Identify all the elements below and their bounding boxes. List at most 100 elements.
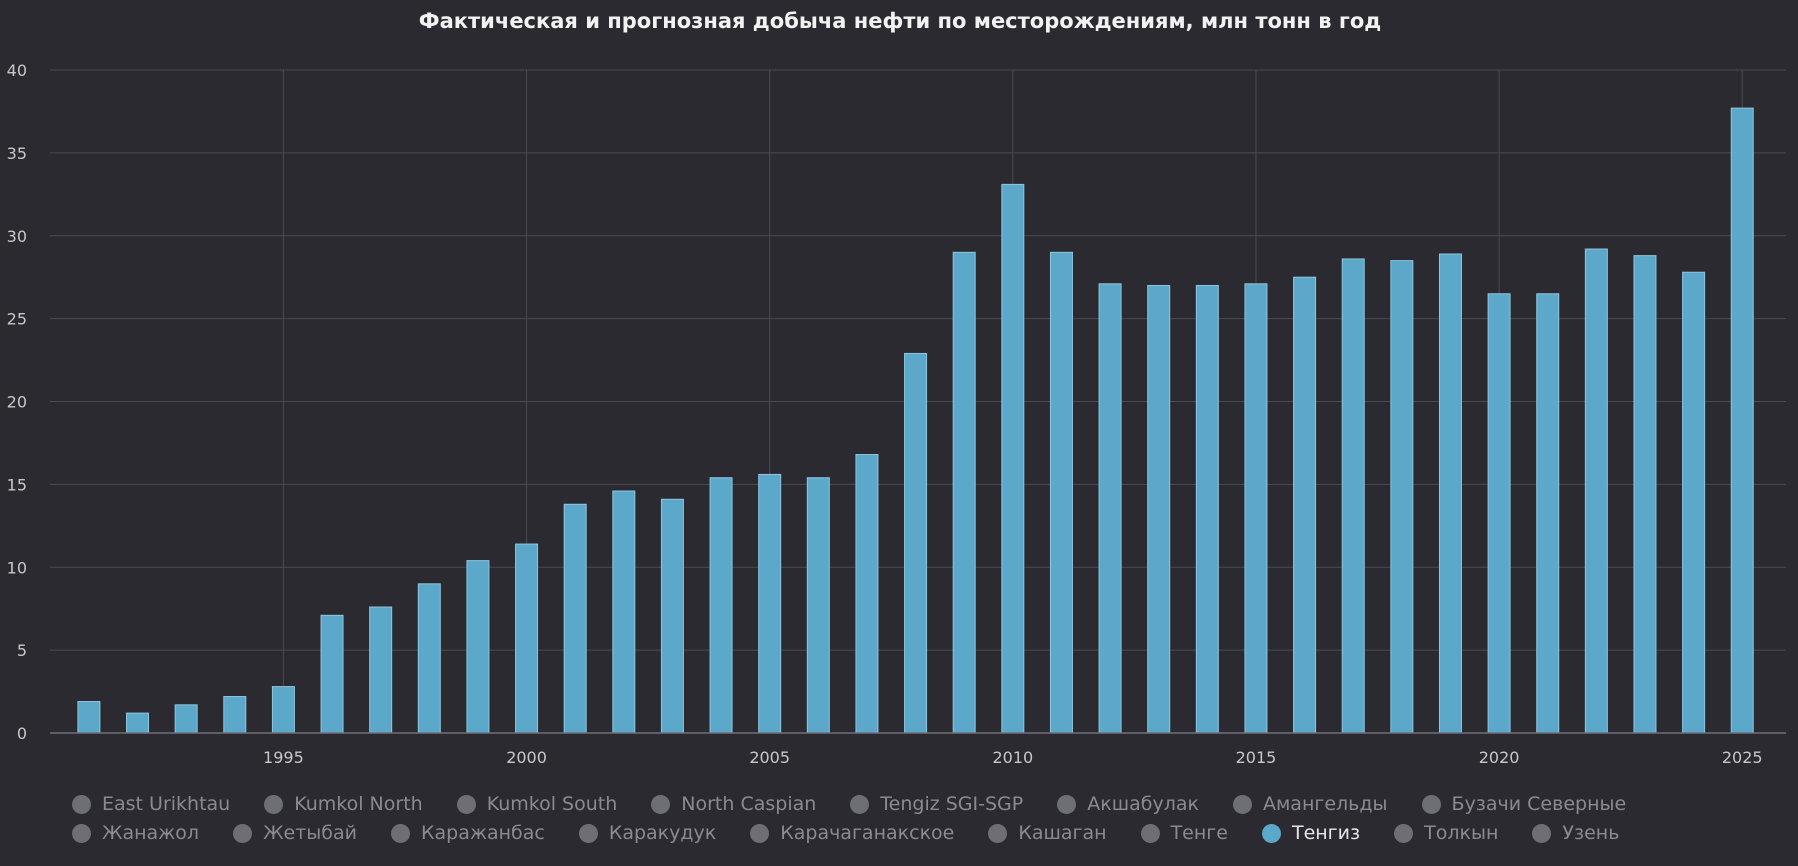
legend-dot-icon — [391, 823, 410, 843]
legend-dot-icon — [1057, 794, 1077, 814]
bar-2006[interactable] — [806, 477, 830, 734]
chart-title: Фактическая и прогнозная добыча нефти по… — [419, 9, 1381, 33]
bar-2010[interactable] — [1001, 183, 1025, 734]
legend-label: Тенге — [1170, 822, 1228, 844]
bar-2023[interactable] — [1633, 255, 1657, 734]
legend-item[interactable]: North Caspian — [651, 793, 816, 815]
legend-item[interactable]: Карачаганакское — [750, 822, 954, 844]
y-tick-label: 40 — [7, 61, 27, 80]
legend-item[interactable]: Жетыбай — [233, 822, 357, 844]
bar-2024[interactable] — [1682, 271, 1706, 734]
legend-dot-icon — [750, 823, 770, 843]
legend-item[interactable]: Узень — [1532, 822, 1619, 844]
legend-dot-icon — [651, 794, 671, 814]
legend-dot-icon — [1421, 794, 1441, 814]
bar-2005[interactable] — [758, 473, 782, 734]
legend-item[interactable]: Tengiz SGI-SGP — [850, 793, 1023, 815]
legend-item[interactable]: Тенгиз — [1261, 822, 1361, 844]
bar-2009[interactable] — [952, 251, 976, 734]
legend-label: Каракудук — [608, 822, 717, 844]
y-tick-label: 30 — [7, 227, 27, 246]
bar-2003[interactable] — [660, 498, 684, 734]
bar-2002[interactable] — [612, 490, 636, 734]
bar-2007[interactable] — [855, 454, 879, 734]
legend-item[interactable]: Тенге — [1140, 822, 1228, 844]
bar-2004[interactable] — [709, 477, 733, 734]
bar-1994[interactable] — [223, 696, 247, 734]
bar-2008[interactable] — [904, 352, 928, 734]
legend-label: East Urikhtau — [102, 793, 231, 815]
legend-dot-icon — [233, 823, 253, 843]
legend-dot-icon — [1232, 794, 1252, 814]
y-tick-label: 10 — [7, 558, 27, 577]
y-axis-labels: 0 5 10 15 20 25 30 35 40 — [7, 61, 27, 743]
bar-1999[interactable] — [466, 560, 490, 734]
x-axis-labels: 1995 2000 2005 2010 2015 2020 2025 — [263, 748, 1763, 767]
legend-label: Тенгиз — [1291, 822, 1361, 844]
bar-2014[interactable] — [1195, 284, 1219, 734]
x-tick-label: 2000 — [506, 748, 547, 767]
x-tick-label: 2020 — [1479, 748, 1520, 767]
legend-item[interactable]: Акшабулак — [1057, 793, 1199, 815]
bar-2019[interactable] — [1438, 253, 1462, 734]
legend-label: Жанажол — [102, 822, 200, 844]
legend-item[interactable]: Жанажол — [72, 822, 199, 844]
y-tick-label: 20 — [7, 393, 27, 412]
legend-item[interactable]: East Urikhtau — [72, 793, 230, 815]
y-tick-label: 5 — [17, 641, 27, 660]
bar-1991[interactable] — [77, 701, 101, 734]
bar-2022[interactable] — [1584, 248, 1608, 734]
legend-label: Акшабулак — [1087, 793, 1199, 815]
bar-1993[interactable] — [174, 704, 198, 734]
legend-dot-icon — [1261, 823, 1281, 843]
legend-label: Толкын — [1424, 822, 1499, 844]
y-tick-label: 0 — [17, 724, 27, 743]
bar-2001[interactable] — [563, 503, 587, 734]
legend-dot-icon — [72, 823, 91, 843]
legend-item[interactable]: Кашаган — [988, 822, 1107, 844]
legend-item[interactable]: Бузачи Северные — [1421, 793, 1626, 815]
x-tick-label: 1995 — [263, 748, 304, 767]
legend-label: Kumkol South — [486, 793, 618, 815]
legend-dot-icon — [264, 794, 284, 814]
legend-dot-icon — [456, 794, 476, 814]
bar-1997[interactable] — [369, 606, 393, 734]
legend-label: North Caspian — [681, 793, 817, 815]
legend-item[interactable]: Kumkol South — [456, 793, 618, 815]
bar-2018[interactable] — [1390, 260, 1414, 734]
legend-dot-icon — [850, 794, 870, 814]
legend-dot-icon — [1394, 823, 1414, 843]
bar-2020[interactable] — [1487, 293, 1511, 734]
legend-label: Tengiz SGI-SGP — [880, 793, 1024, 815]
bar-series — [77, 107, 1754, 734]
y-tick-label: 25 — [7, 310, 27, 329]
legend-item[interactable]: Каражанбас — [391, 822, 545, 844]
legend-label: Кашаган — [1018, 822, 1107, 844]
bar-2017[interactable] — [1341, 258, 1365, 734]
legend-item[interactable]: Амангельды — [1232, 793, 1388, 815]
legend-label: Карачаганакское — [780, 822, 955, 844]
x-tick-label: 2015 — [1236, 748, 1277, 767]
legend-dot-icon — [578, 823, 598, 843]
legend-item[interactable]: Каракудук — [578, 822, 717, 844]
bar-2012[interactable] — [1098, 283, 1122, 734]
legend-label: Узень — [1562, 822, 1620, 844]
legend-label: Kumkol North — [294, 793, 423, 815]
legend-dot-icon — [988, 823, 1008, 843]
bar-2013[interactable] — [1147, 284, 1171, 734]
bar-1992[interactable] — [126, 712, 150, 734]
legend-item[interactable]: Kumkol North — [264, 793, 423, 815]
legend-item[interactable]: Толкын — [1394, 822, 1498, 844]
bar-1996[interactable] — [320, 614, 344, 734]
bar-2016[interactable] — [1293, 276, 1317, 734]
legend: East Urikhtau Kumkol North Kumkol South Nor… — [72, 793, 1772, 844]
bar-1998[interactable] — [417, 583, 441, 734]
bar-2015[interactable] — [1244, 283, 1268, 734]
bar-2025[interactable] — [1730, 107, 1754, 734]
bar-1995[interactable] — [271, 686, 295, 734]
bar-2011[interactable] — [1049, 251, 1073, 734]
y-tick-label: 35 — [7, 144, 27, 163]
bar-2000[interactable] — [515, 543, 539, 734]
x-tick-label: 2025 — [1722, 748, 1763, 767]
bar-2021[interactable] — [1536, 293, 1560, 734]
